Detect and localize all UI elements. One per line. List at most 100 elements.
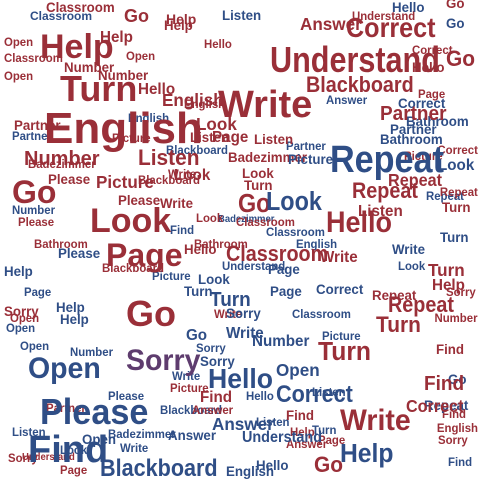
cloud-word-blackboard: Blackboard [100, 454, 218, 480]
cloud-word-help: Help [4, 264, 33, 279]
cloud-word-look: Look [438, 157, 475, 174]
cloud-word-go: Go [448, 372, 466, 387]
cloud-word-answer: Answer [192, 404, 234, 417]
cloud-word-badezimmer: Badezimmer [108, 428, 176, 441]
cloud-word-answer: Answer [168, 428, 217, 443]
cloud-word-find: Find [200, 389, 232, 406]
cloud-word-go: Go [446, 47, 475, 72]
cloud-word-help: Help [100, 29, 133, 46]
cloud-word-understand: Understand [222, 260, 285, 273]
cloud-word-turn: Turn [184, 284, 213, 299]
cloud-word-go: Go [446, 16, 464, 31]
cloud-word-repeat: Repeat [426, 190, 464, 203]
cloud-word-bathroom: Bathroom [406, 114, 469, 129]
cloud-word-classroom: Classroom [30, 9, 92, 23]
cloud-word-open: Open [276, 360, 320, 381]
cloud-word-sorry: Sorry [8, 452, 38, 465]
cloud-word-listen: Listen [138, 146, 200, 171]
cloud-word-write: Write [120, 442, 149, 455]
cloud-word-picture: Picture [96, 172, 154, 193]
cloud-word-sorry: Sorry [438, 434, 468, 447]
cloud-word-partner: Partner [14, 118, 61, 133]
cloud-word-look: Look [398, 260, 426, 273]
cloud-word-help: Help [432, 277, 465, 294]
cloud-word-find: Find [424, 373, 464, 396]
cloud-word-english: English [162, 90, 224, 111]
cloud-word-number: Number [252, 333, 309, 350]
cloud-word-open: Open [6, 322, 35, 335]
cloud-word-page: Page [270, 284, 302, 299]
cloud-word-go: Go [124, 6, 149, 26]
cloud-word-bathroom: Bathroom [380, 132, 443, 147]
cloud-word-repeat: Repeat [330, 137, 444, 180]
cloud-word-picture: Picture [112, 132, 151, 145]
cloud-word-number: Number [435, 312, 478, 325]
cloud-word-sorry: Sorry [446, 286, 476, 299]
cloud-word-help: Help [60, 312, 89, 327]
cloud-word-partner: Partner [12, 130, 52, 143]
cloud-word-listen: Listen [12, 426, 46, 439]
cloud-word-listen: Listen [222, 8, 261, 23]
cloud-word-hello: Hello [246, 390, 274, 403]
cloud-word-listen: Listen [254, 132, 293, 147]
cloud-word-look: Look [242, 166, 274, 181]
cloud-word-find: Find [448, 456, 472, 469]
cloud-word-turn: Turn [312, 424, 336, 437]
cloud-word-partner: Partner [286, 140, 326, 153]
cloud-word-open: Open [10, 312, 39, 325]
cloud-word-hello: Hello [184, 242, 216, 257]
cloud-word-number: Number [12, 204, 55, 217]
cloud-word-open: Open [28, 352, 101, 385]
cloud-word-hello: Hello [326, 206, 392, 240]
cloud-word-repeat: Repeat [352, 179, 418, 203]
cloud-word-picture: Picture [152, 270, 191, 283]
cloud-word-turn: Turn [244, 178, 273, 193]
cloud-word-look: Look [196, 212, 224, 225]
cloud-word-open: Open [4, 70, 33, 83]
cloud-word-correct: Correct [412, 44, 453, 57]
cloud-word-understand: Understand [242, 428, 322, 446]
cloud-word-sorry: Sorry [126, 344, 201, 377]
cloud-word-listen: Listen [256, 416, 290, 429]
cloud-word-blackboard: Blackboard [138, 174, 200, 187]
cloud-word-write: Write [214, 308, 243, 321]
cloud-word-look: Look [60, 444, 88, 457]
cloud-word-english: English [44, 104, 203, 153]
cloud-word-listen: Listen [312, 386, 346, 399]
cloud-word-english: English [226, 464, 274, 479]
cloud-word-blackboard: Blackboard [160, 404, 222, 417]
cloud-word-write: Write [320, 249, 358, 266]
cloud-word-look: Look [266, 188, 322, 216]
cloud-word-write: Write [218, 84, 312, 126]
cloud-word-open: Open [4, 36, 33, 49]
cloud-word-page: Page [24, 286, 52, 299]
cloud-word-please: Please [108, 390, 145, 403]
cloud-word-turn: Turn [440, 230, 469, 245]
cloud-word-write: Write [340, 404, 411, 437]
cloud-word-badezimmer: Badezimmer [228, 150, 308, 165]
cloud-word-help: Help [56, 300, 85, 315]
cloud-word-go: Go [238, 190, 270, 218]
cloud-word-repeat: Repeat [388, 293, 454, 317]
cloud-word-open: Open [82, 432, 116, 447]
cloud-word-english: English [437, 422, 478, 435]
cloud-word-blackboard: Blackboard [102, 262, 164, 275]
cloud-word-sorry: Sorry [196, 342, 226, 355]
cloud-word-help: Help [290, 426, 315, 439]
cloud-word-sorry: Sorry [200, 354, 235, 369]
cloud-word-blackboard: Blackboard [166, 144, 228, 157]
cloud-word-classroom: Classroom [4, 52, 63, 65]
cloud-word-help: Help [40, 28, 114, 66]
cloud-word-page: Page [418, 88, 446, 101]
cloud-word-look: Look [174, 167, 211, 184]
cloud-word-write: Write [226, 325, 264, 342]
cloud-word-english: English [128, 112, 169, 125]
cloud-word-page: Page [106, 237, 182, 273]
cloud-word-number: Number [98, 68, 149, 83]
cloud-word-write: Write [168, 168, 197, 181]
cloud-word-listen: Listen [358, 203, 403, 220]
cloud-word-picture: Picture [170, 382, 209, 395]
cloud-word-sorry: Sorry [4, 304, 39, 319]
